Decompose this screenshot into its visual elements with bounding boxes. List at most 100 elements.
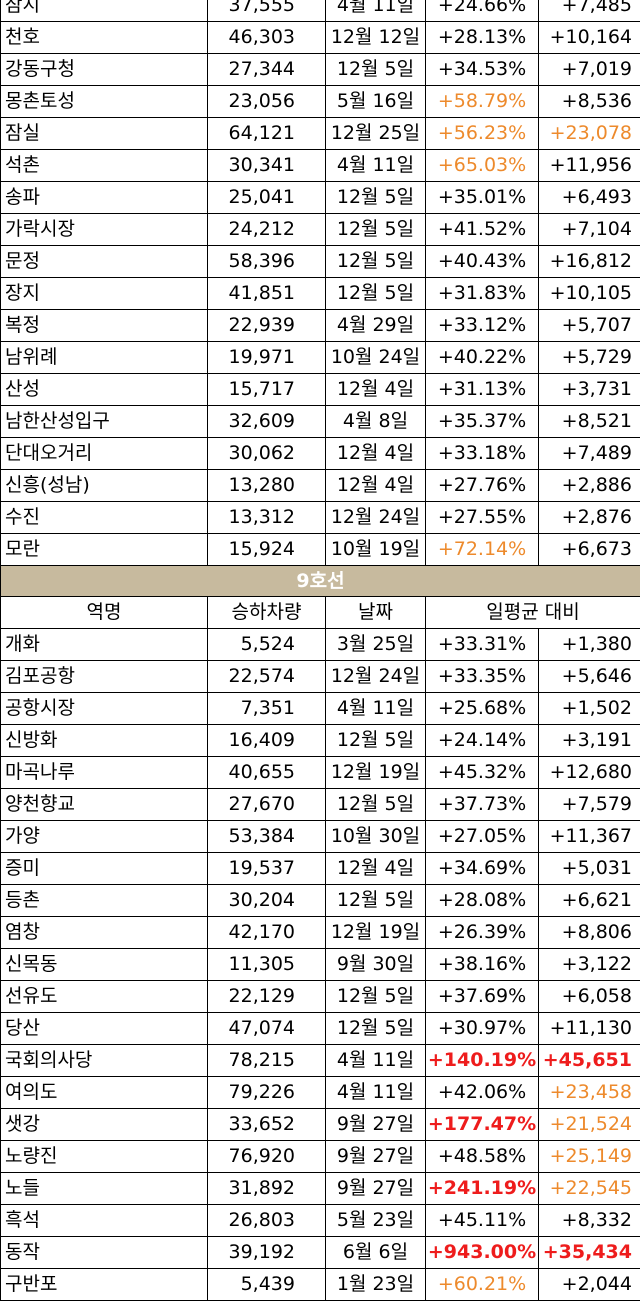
date-cell: 10월 24일 xyxy=(326,342,426,374)
station-cell: 신흥(성남) xyxy=(1,470,208,502)
percent-change-cell: +34.53% xyxy=(426,54,539,86)
station-cell: 문정 xyxy=(1,246,208,278)
header-count: 승하차량 xyxy=(208,597,326,629)
count-cell: 30,341 xyxy=(208,150,326,182)
count-cell: 24,212 xyxy=(208,214,326,246)
difference-cell: +3,191 xyxy=(539,725,640,757)
difference-cell: +8,332 xyxy=(539,1205,640,1237)
percent-change-cell: +27.76% xyxy=(426,470,539,502)
percent-change-cell: +177.47% xyxy=(426,1109,539,1141)
date-cell: 1월 23일 xyxy=(326,1269,426,1301)
percent-change-cell: +65.03% xyxy=(426,150,539,182)
percent-change-cell: +33.31% xyxy=(426,629,539,661)
count-cell: 7,351 xyxy=(208,693,326,725)
count-cell: 79,226 xyxy=(208,1077,326,1109)
station-cell: 수진 xyxy=(1,502,208,534)
date-cell: 3월 25일 xyxy=(326,629,426,661)
station-cell: 염창 xyxy=(1,917,208,949)
station-cell: 국회의사당 xyxy=(1,1045,208,1077)
count-cell: 78,215 xyxy=(208,1045,326,1077)
date-cell: 9월 27일 xyxy=(326,1109,426,1141)
count-cell: 31,892 xyxy=(208,1173,326,1205)
difference-cell: +21,524 xyxy=(539,1109,640,1141)
count-cell: 19,971 xyxy=(208,342,326,374)
percent-change-cell: +30.97% xyxy=(426,1013,539,1045)
percent-change-cell: +27.55% xyxy=(426,502,539,534)
date-cell: 12월 12일 xyxy=(326,22,426,54)
percent-change-cell: +45.32% xyxy=(426,757,539,789)
difference-cell: +2,044 xyxy=(539,1269,640,1301)
percent-change-cell: +35.37% xyxy=(426,406,539,438)
count-cell: 41,851 xyxy=(208,278,326,310)
percent-change-cell: +37.69% xyxy=(426,981,539,1013)
difference-cell: +16,812 xyxy=(539,246,640,278)
difference-cell: +6,621 xyxy=(539,885,640,917)
station-cell: 남한산성입구 xyxy=(1,406,208,438)
station-cell: 샛강 xyxy=(1,1109,208,1141)
percent-change-cell: +35.01% xyxy=(426,182,539,214)
station-cell: 신방화 xyxy=(1,725,208,757)
station-cell: 석촌 xyxy=(1,150,208,182)
percent-change-cell: +28.08% xyxy=(426,885,539,917)
station-cell: 구반포 xyxy=(1,1269,208,1301)
count-cell: 16,409 xyxy=(208,725,326,757)
percent-change-cell: +38.16% xyxy=(426,949,539,981)
count-cell: 19,537 xyxy=(208,853,326,885)
difference-cell: +35,434 xyxy=(539,1237,640,1269)
difference-cell: +23,458 xyxy=(539,1077,640,1109)
difference-cell: +10,105 xyxy=(539,278,640,310)
count-cell: 46,303 xyxy=(208,22,326,54)
count-cell: 11,305 xyxy=(208,949,326,981)
date-cell: 9월 27일 xyxy=(326,1173,426,1205)
date-cell: 12월 5일 xyxy=(326,789,426,821)
station-cell: 산성 xyxy=(1,374,208,406)
count-cell: 5,524 xyxy=(208,629,326,661)
station-cell: 등촌 xyxy=(1,885,208,917)
difference-cell: +3,122 xyxy=(539,949,640,981)
station-cell: 천호 xyxy=(1,22,208,54)
count-cell: 76,920 xyxy=(208,1141,326,1173)
difference-cell: +8,806 xyxy=(539,917,640,949)
difference-cell: +7,489 xyxy=(539,438,640,470)
difference-cell: +25,149 xyxy=(539,1141,640,1173)
date-cell: 4월 11일 xyxy=(326,693,426,725)
date-cell: 10월 30일 xyxy=(326,821,426,853)
date-cell: 12월 5일 xyxy=(326,214,426,246)
percent-change-cell: +58.79% xyxy=(426,86,539,118)
difference-cell: +8,521 xyxy=(539,406,640,438)
station-cell: 강동구청 xyxy=(1,54,208,86)
difference-cell: +5,729 xyxy=(539,342,640,374)
header-date: 날짜 xyxy=(326,597,426,629)
date-cell: 5월 16일 xyxy=(326,86,426,118)
column-header-row: 역명 승하차량 날짜 일평균 대비 xyxy=(1,597,640,629)
date-cell: 12월 4일 xyxy=(326,470,426,502)
station-cell: 남위례 xyxy=(1,342,208,374)
percent-change-cell: +45.11% xyxy=(426,1205,539,1237)
percent-change-cell: +31.83% xyxy=(426,278,539,310)
station-cell: 마곡나루 xyxy=(1,757,208,789)
line-9-section: 9호선 역명 승하차량 날짜 일평균 대비 xyxy=(1,566,640,629)
difference-cell: +1,380 xyxy=(539,629,640,661)
header-comparison: 일평균 대비 xyxy=(426,597,640,629)
